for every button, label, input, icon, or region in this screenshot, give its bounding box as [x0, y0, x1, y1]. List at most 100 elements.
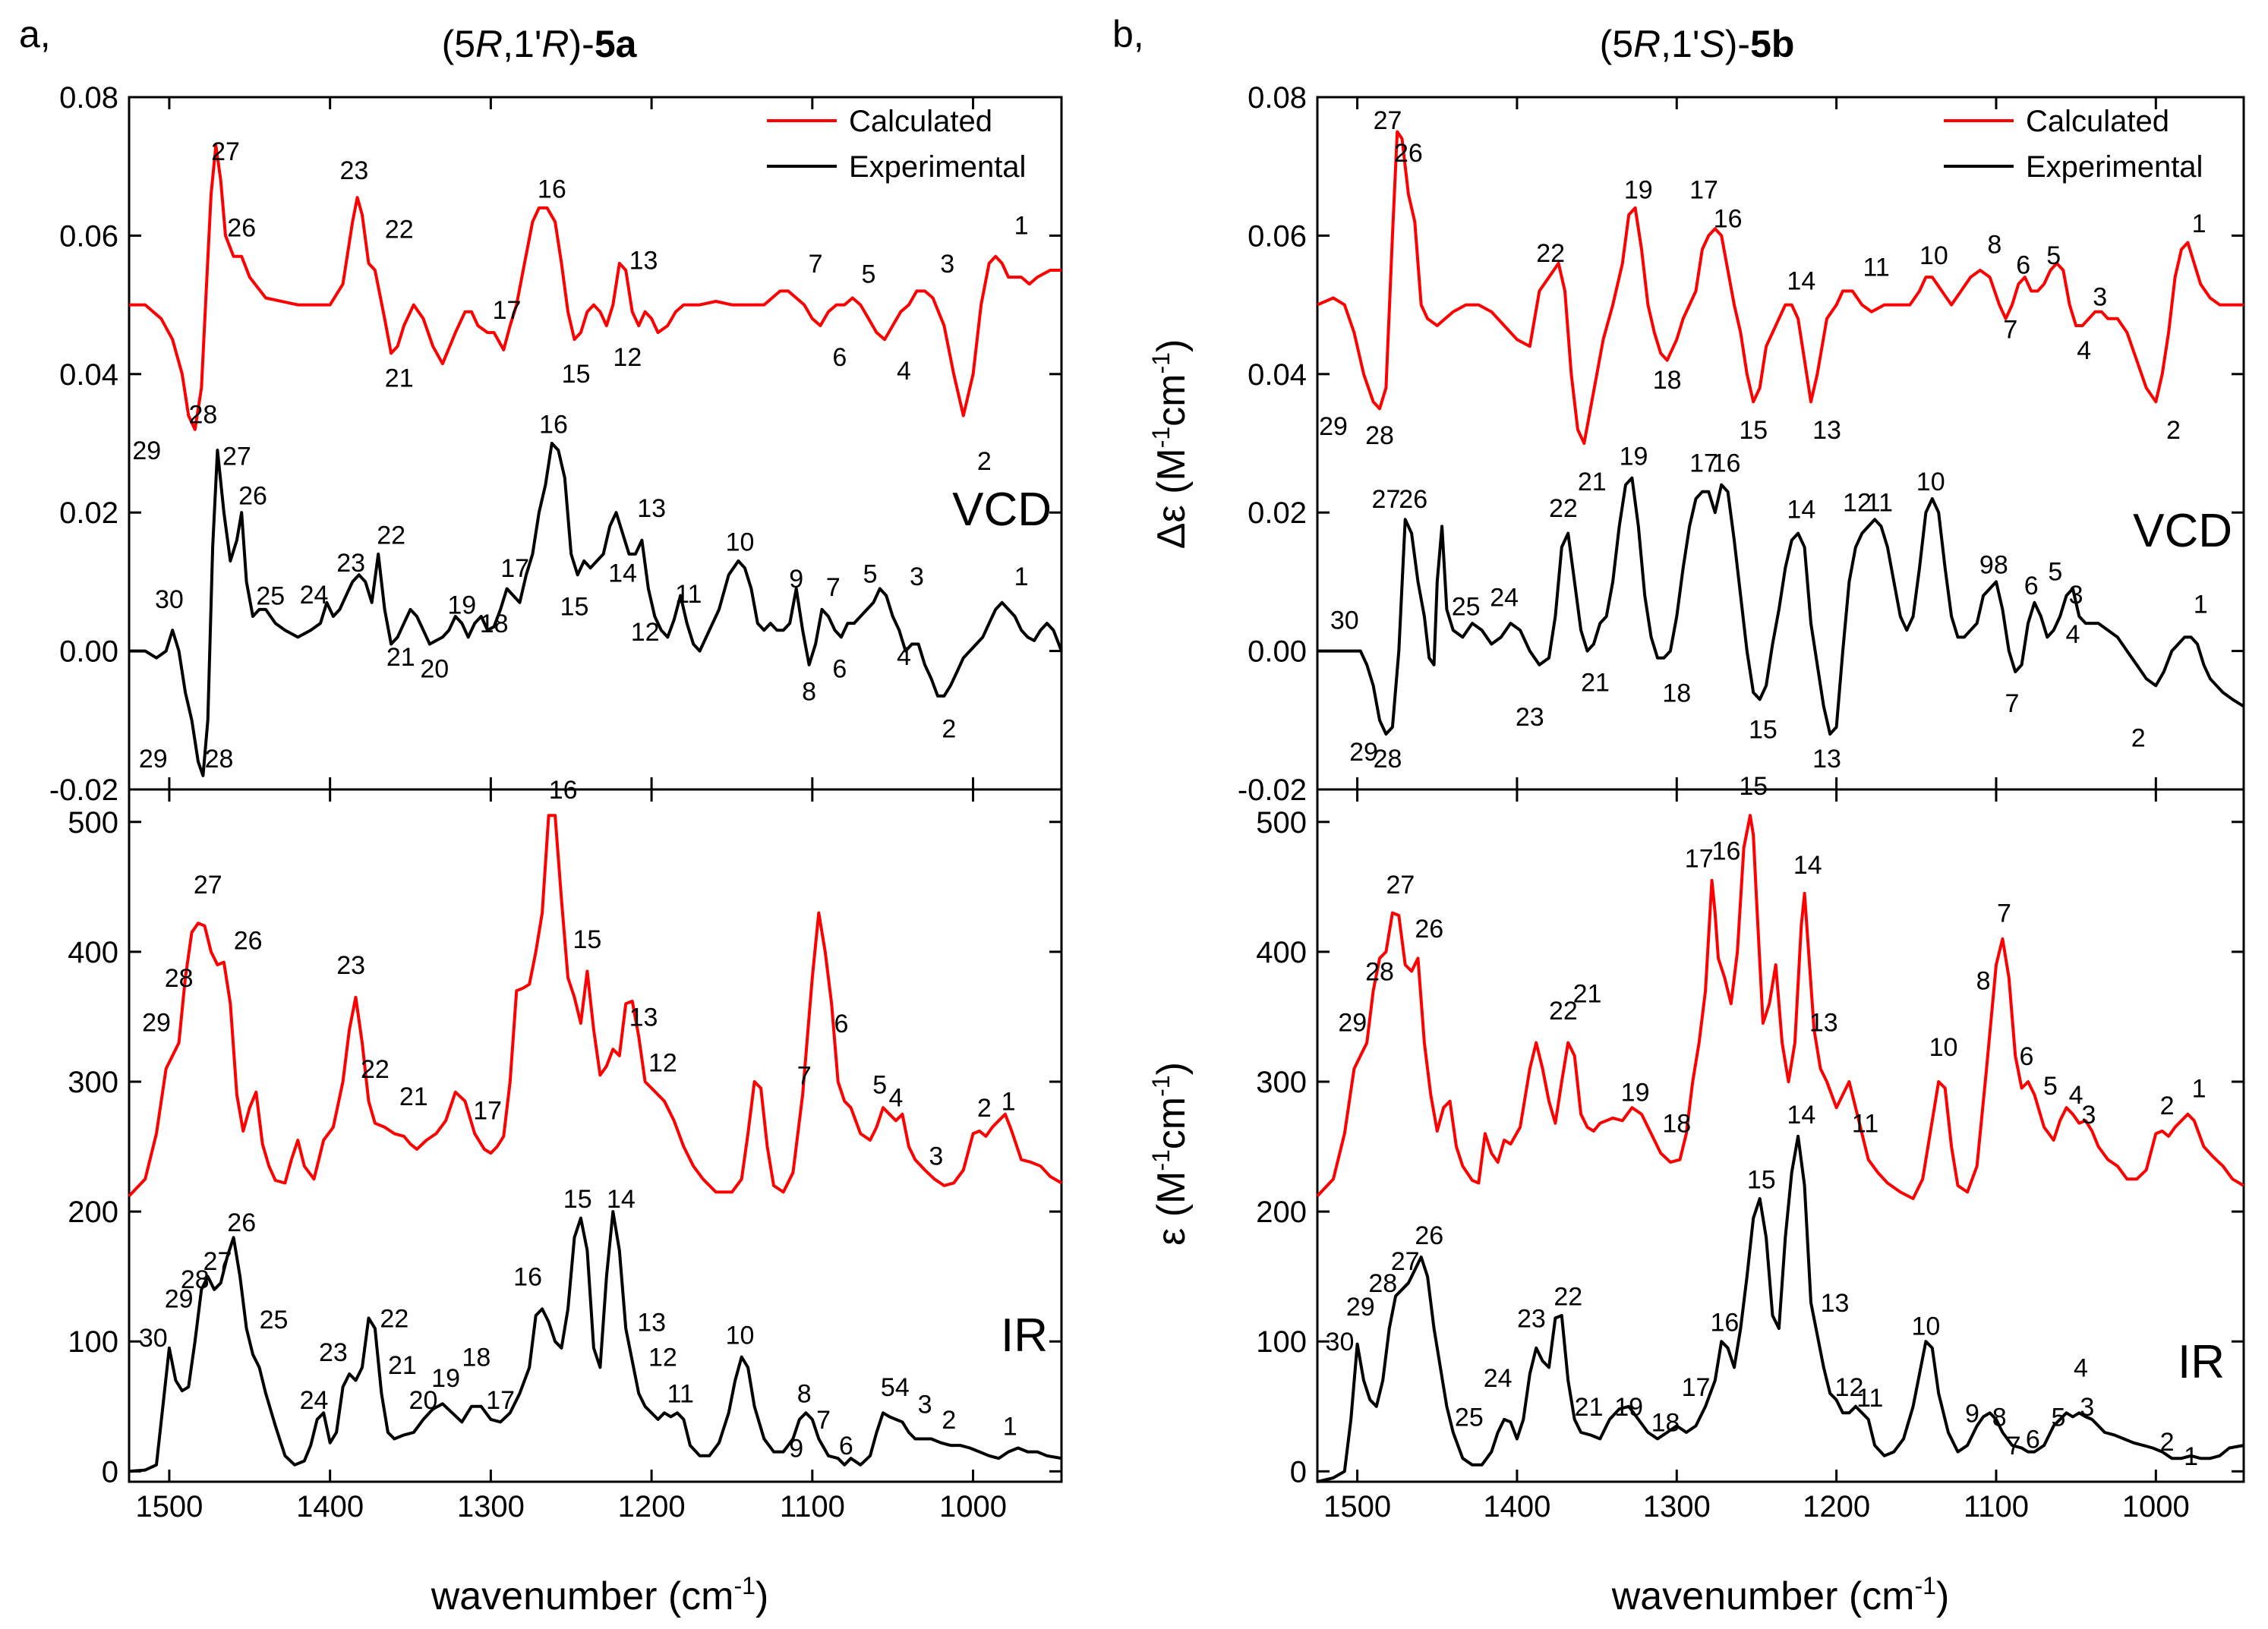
x-tick-label: 1000 [2122, 1490, 2190, 1523]
peak-label: 23 [319, 1338, 348, 1367]
y-tick-label: 0.06 [59, 219, 118, 253]
x-tick-label: 1200 [1803, 1490, 1870, 1523]
peak-label: 28 [1365, 421, 1394, 450]
panel-b-legend: Calculated Experimental [1944, 105, 2203, 184]
peak-label: 16 [513, 1263, 542, 1292]
panel-a-legend-calculated-label: Calculated [849, 105, 992, 138]
peak-label: 24 [300, 1386, 329, 1415]
peak-label: 5 [2052, 1403, 2066, 1432]
peak-label: 12 [648, 1048, 677, 1077]
peak-label: 2 [977, 1094, 992, 1123]
panel-b-ir-ticks: 0 100 200 300 400 500 [1256, 789, 2244, 1489]
panel-b-vcd-frame [1316, 96, 2245, 791]
peak-label: 28 [188, 401, 217, 430]
peak-label: 15 [563, 1185, 592, 1214]
panel-a-legend-experimental-label: Experimental [849, 150, 1026, 184]
peak-label: 4 [2077, 336, 2091, 365]
peak-label: 29 [165, 1285, 194, 1314]
peak-label: 18 [480, 610, 509, 638]
peak-label: 29 [132, 436, 161, 465]
peak-label: 16 [549, 776, 578, 805]
peak-label: 2 [942, 715, 956, 744]
peak-label: 4 [897, 357, 911, 386]
peak-label: 17 [1685, 845, 1714, 874]
peak-label: 26 [1415, 915, 1443, 944]
y-tick-label: 0.08 [1248, 81, 1307, 115]
peak-label: 11 [1856, 1384, 1883, 1413]
y-tick-label: -0.02 [1238, 774, 1307, 807]
peak-label: 29 [1319, 412, 1348, 441]
peak-label: 4 [897, 642, 911, 671]
panel-b-ir-experimental-line [1317, 1134, 2244, 1483]
peak-label: 4 [2069, 1081, 2083, 1110]
peak-label: 26 [238, 481, 267, 510]
peak-label: 22 [1554, 1282, 1582, 1311]
panel-a-ir-frame [128, 788, 1063, 1483]
panel-a-vcd: -0.020.000.020.040.060.08 27262322211617… [49, 81, 1063, 807]
panel-b-vcd-y-axis-title: Δε (M-1cm-1) [1147, 339, 1194, 550]
peak-label: 5 [872, 1070, 887, 1099]
peak-label: 7 [2003, 316, 2017, 345]
peak-label: 15 [1747, 1165, 1776, 1194]
peak-label: 29 [1338, 1008, 1367, 1037]
peak-label: 2 [2160, 1428, 2175, 1457]
peak-label: 6 [832, 654, 847, 683]
panel-b-title: (5R,1'S)-5b [1600, 23, 1795, 65]
peak-label: 1 [2184, 1442, 2198, 1471]
peak-label: 12 [648, 1344, 677, 1372]
peak-label: 3 [2093, 283, 2107, 312]
panel-a-vcd-label: VCD [952, 484, 1052, 536]
peak-label: 19 [1621, 1079, 1650, 1108]
peak-label: 4 [2074, 1353, 2088, 1382]
peak-label: 2 [2160, 1092, 2175, 1120]
peak-label: 17 [1682, 1373, 1711, 1402]
peak-label: 19 [431, 1364, 460, 1393]
peak-label: 13 [1809, 1008, 1838, 1037]
peak-label: 27 [1372, 485, 1401, 514]
peak-label: 21 [388, 1351, 417, 1380]
peak-label: 28 [1374, 745, 1402, 774]
panel-b-vcd-ticks: -0.02 0.00 0.02 0.04 0.06 0.08 [1238, 81, 2244, 807]
peak-label: 27 [194, 871, 222, 900]
y-tick-label: 0.00 [1248, 635, 1307, 669]
peak-label: 14 [1793, 851, 1822, 880]
peak-label: 9 [1979, 551, 1994, 580]
peak-label: 17 [486, 1386, 515, 1415]
peak-label: 28 [1368, 1269, 1397, 1298]
y-tick-label: 200 [1256, 1196, 1307, 1229]
peak-label: 18 [462, 1344, 491, 1372]
peak-label: 10 [1911, 1312, 1940, 1341]
peak-label: 2 [2166, 416, 2181, 445]
peak-label: 2 [2131, 724, 2146, 753]
peak-label: 6 [2024, 572, 2039, 600]
peak-label: 20 [420, 654, 449, 683]
peak-label: 13 [1812, 745, 1841, 774]
peak-label: 8 [797, 1380, 812, 1409]
peak-label: 3 [918, 1390, 932, 1419]
peak-label: 14 [608, 559, 637, 588]
peak-label: 27 [1386, 871, 1415, 900]
panel-a-ir-calculated-line [128, 814, 1063, 1197]
peak-label: 15 [1739, 416, 1768, 445]
peak-label: 10 [1919, 241, 1948, 270]
panel-b-vcd-calculated-line [1317, 130, 2244, 445]
panel-a-legend: Calculated Experimental [767, 105, 1026, 184]
peak-label: 14 [1787, 267, 1815, 296]
peak-label: 7 [809, 250, 823, 279]
peak-label: 1 [2192, 210, 2206, 238]
peak-label: 27 [1391, 1247, 1420, 1276]
x-tick-label: 1400 [296, 1490, 364, 1523]
peak-label: 5 [2048, 558, 2062, 587]
y-tick-label: 0.02 [1248, 496, 1307, 530]
peak-label: 13 [629, 1003, 658, 1032]
peak-label: 12 [1843, 489, 1872, 518]
peak-label: 3 [2080, 1393, 2094, 1422]
peak-label: 6 [2019, 1042, 2033, 1071]
peak-label: 10 [1929, 1033, 1958, 1062]
peak-label: 1 [1014, 212, 1029, 241]
peak-label: 12 [1835, 1373, 1864, 1402]
